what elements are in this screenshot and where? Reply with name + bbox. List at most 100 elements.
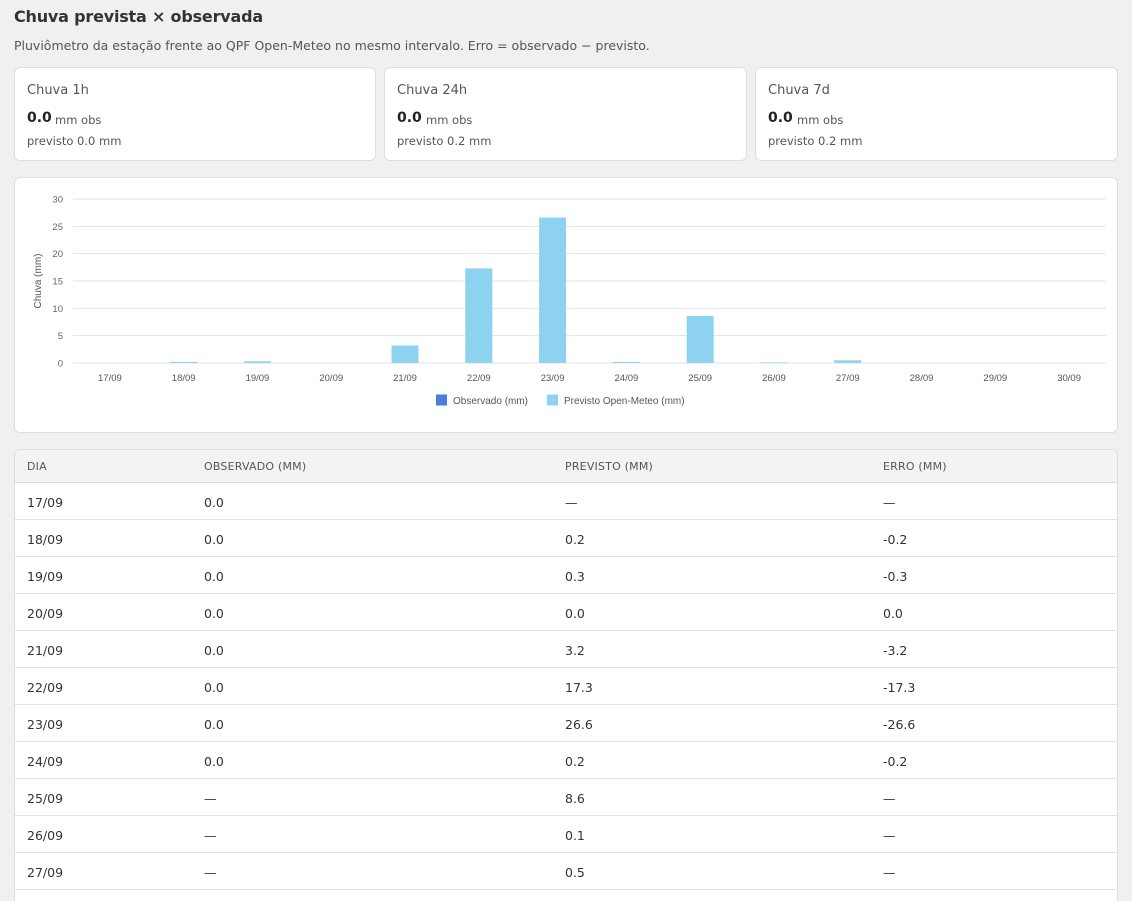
cell-day: 18/09 — [27, 532, 64, 547]
x-tick-label: 24/09 — [615, 373, 639, 384]
y-tick-label: 25 — [52, 222, 63, 233]
cell-day: 22/09 — [27, 680, 64, 695]
table-row: 22/09 0.0 17.3 -17.3 — [15, 668, 1117, 705]
card-value: 0.0 — [27, 110, 52, 126]
card-rain-7d: Chuva 7d 0.0 mm obs previsto 0.2 mm — [755, 67, 1118, 161]
table-row: 23/09 0.0 26.6 -26.6 — [15, 705, 1117, 742]
legend-label-observed: Observado (mm) — [453, 396, 528, 407]
cell-forecast: 0.2 — [565, 532, 585, 547]
cell-forecast: 0.1 — [565, 828, 585, 843]
rain-chart: 0 5 10 15 20 25 30 Chuva (mm) 17/09 18/09 19/09 20/… — [14, 177, 1118, 433]
table-row: 18/09 0.0 0.2 -0.2 — [15, 520, 1117, 557]
cell-forecast: 26.6 — [565, 717, 593, 732]
cell-forecast: — — [565, 495, 578, 510]
card-unit: mm obs — [426, 113, 473, 127]
cell-day: 27/09 — [27, 865, 64, 880]
card-value: 0.0 — [397, 110, 422, 126]
x-tick-label: 17/09 — [98, 373, 122, 384]
cell-forecast: 3.2 — [565, 643, 585, 658]
table-row: 25/09 — 8.6 — — [15, 779, 1117, 816]
x-tick-label: 19/09 — [246, 373, 270, 384]
x-tick-label: 22/09 — [467, 373, 491, 384]
x-tick-label: 25/09 — [688, 373, 712, 384]
cell-error: 0.0 — [883, 606, 903, 621]
card-label: Chuva 1h — [27, 83, 89, 98]
y-tick-label: 30 — [52, 195, 63, 206]
table-row: 21/09 0.0 3.2 -3.2 — [15, 631, 1117, 668]
table-row: 27/09 — 0.5 — — [15, 853, 1117, 890]
cell-forecast: 0.3 — [565, 569, 585, 584]
cell-error: — — [883, 828, 896, 843]
table-row: 24/09 0.0 0.2 -0.2 — [15, 742, 1117, 779]
rain-table: DIA OBSERVADO (MM) PREVISTO (MM) ERRO (M… — [14, 449, 1118, 901]
cell-error: -3.2 — [883, 643, 908, 658]
card-rain-24h: Chuva 24h 0.0 mm obs previsto 0.2 mm — [384, 67, 747, 161]
cell-observed: 0.0 — [204, 680, 224, 695]
page-subtitle: Pluviômetro da estação frente ao QPF Ope… — [14, 38, 650, 53]
col-header-observed: OBSERVADO (MM) — [204, 460, 307, 473]
bar-forecast — [465, 268, 493, 363]
bar-forecast — [686, 315, 714, 363]
x-tick-label: 30/09 — [1057, 373, 1081, 384]
cell-error: -0.3 — [883, 569, 908, 584]
bar-forecast — [170, 361, 198, 363]
table-row: 26/09 — 0.1 — — [15, 816, 1117, 853]
card-unit: mm obs — [55, 113, 102, 127]
bar-forecast — [760, 362, 788, 364]
card-forecast: previsto 0.2 mm — [397, 134, 492, 148]
card-label: Chuva 24h — [397, 83, 468, 98]
y-tick-label: 20 — [52, 249, 63, 260]
cell-error: — — [883, 865, 896, 880]
y-tick-label: 0 — [58, 359, 63, 370]
card-value: 0.0 — [768, 110, 793, 126]
cell-day: 26/09 — [27, 828, 64, 843]
cell-observed: — — [204, 791, 217, 806]
table-row: 19/09 0.0 0.3 -0.3 — [15, 557, 1117, 594]
cell-error: -0.2 — [883, 754, 908, 769]
y-tick-label: 15 — [52, 277, 63, 288]
col-header-error: ERRO (MM) — [883, 460, 947, 473]
col-header-day: DIA — [27, 460, 47, 473]
cell-forecast: 8.6 — [565, 791, 585, 806]
cell-error: — — [883, 495, 896, 510]
cell-day: 23/09 — [27, 717, 64, 732]
legend-swatch-forecast — [547, 394, 558, 406]
cell-error: — — [883, 791, 896, 806]
cell-observed: 0.0 — [204, 717, 224, 732]
cell-error: -0.2 — [883, 532, 908, 547]
table-row: 17/09 0.0 — — — [15, 483, 1117, 520]
cell-day: 17/09 — [27, 495, 64, 510]
legend-swatch-observed — [436, 394, 447, 406]
cell-error: -17.3 — [883, 680, 916, 695]
bar-forecast — [391, 345, 419, 363]
cell-observed: — — [204, 828, 217, 843]
cell-day: 20/09 — [27, 606, 64, 621]
table-header: DIA OBSERVADO (MM) PREVISTO (MM) ERRO (M… — [15, 450, 1117, 483]
cell-observed: 0.0 — [204, 754, 224, 769]
cell-forecast: 0.2 — [565, 754, 585, 769]
legend-label-forecast: Previsto Open-Meteo (mm) — [564, 396, 685, 407]
x-tick-label: 23/09 — [541, 373, 565, 384]
page-title: Chuva prevista × observada — [14, 7, 263, 26]
card-label: Chuva 7d — [768, 83, 830, 98]
cell-observed: 0.0 — [204, 606, 224, 621]
cell-observed: 0.0 — [204, 532, 224, 547]
table-row: 20/09 0.0 0.0 0.0 — [15, 594, 1117, 631]
cell-day: 19/09 — [27, 569, 64, 584]
cell-forecast: 0.0 — [565, 606, 585, 621]
x-tick-label: 28/09 — [910, 373, 934, 384]
rain-chart-svg: 0 5 10 15 20 25 30 Chuva (mm) 17/09 18/09 19/09 20/… — [33, 195, 1106, 407]
cell-observed: 0.0 — [204, 569, 224, 584]
cell-day: 25/09 — [27, 791, 64, 806]
bar-forecast — [539, 217, 567, 363]
cell-forecast: 0.5 — [565, 865, 585, 880]
cell-day: 21/09 — [27, 643, 64, 658]
x-tick-label: 27/09 — [836, 373, 860, 384]
card-forecast: previsto 0.2 mm — [768, 134, 863, 148]
cell-observed: — — [204, 865, 217, 880]
x-tick-label: 21/09 — [393, 373, 417, 384]
x-tick-label: 26/09 — [762, 373, 786, 384]
card-rain-1h: Chuva 1h 0.0 mm obs previsto 0.0 mm — [14, 67, 376, 161]
card-forecast: previsto 0.0 mm — [27, 134, 122, 148]
